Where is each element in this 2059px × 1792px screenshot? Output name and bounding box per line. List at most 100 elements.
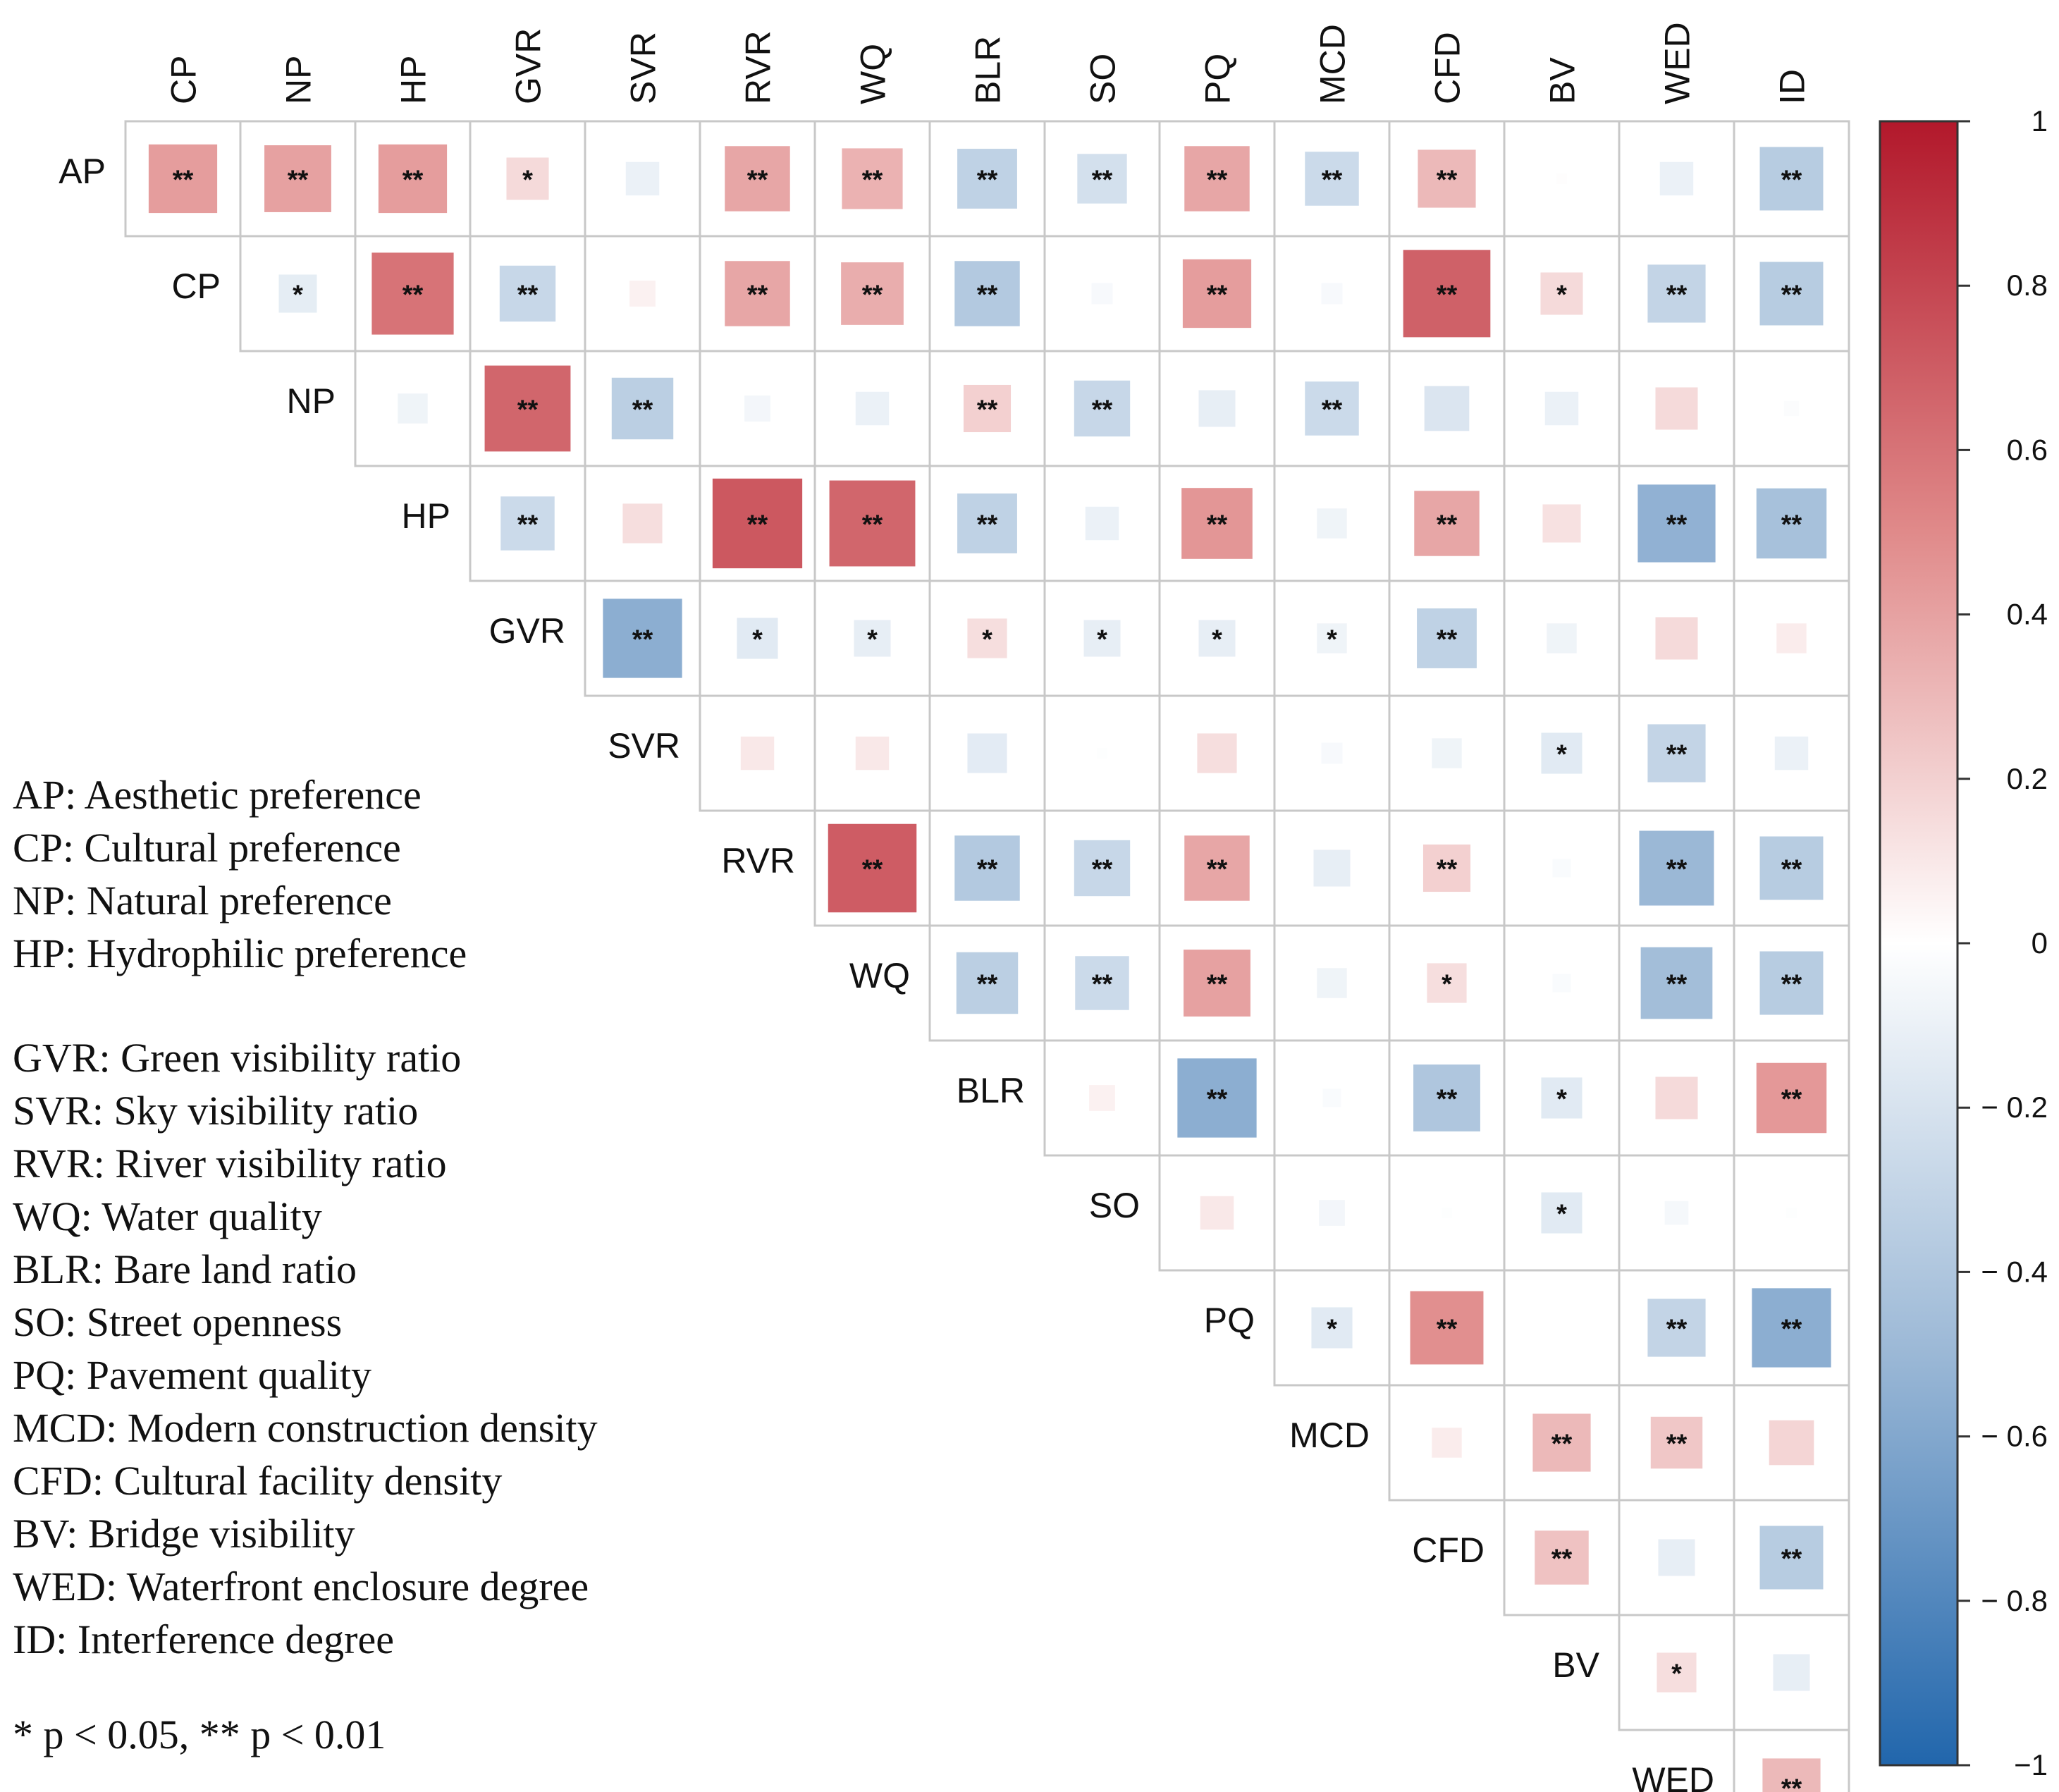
significance-mark: * xyxy=(1327,625,1337,655)
significance-mark: * xyxy=(293,281,303,310)
row-label-MCD: MCD xyxy=(1289,1416,1370,1455)
significance-mark: ** xyxy=(1207,1085,1228,1115)
heatmap-cell-RVR-CFD xyxy=(1422,844,1471,892)
heatmap-cell-GVR-ID xyxy=(1776,623,1807,653)
heatmap-cell-RVR-MCD xyxy=(1313,849,1351,887)
heatmap-cell-WQ-ID xyxy=(1759,951,1824,1015)
grid-cell xyxy=(1733,1729,1850,1792)
row-label-PQ: PQ xyxy=(1204,1301,1255,1340)
heatmap-cell-WQ-CFD xyxy=(1427,963,1467,1003)
significance-mark: ** xyxy=(1781,1774,1802,1792)
heatmap-cell-HP-GVR xyxy=(500,496,555,551)
cell-layer: ** ** ** * ** ** ** ** ** ** ** *** ** ** ** ** ** ** ** * *… xyxy=(148,144,1831,1792)
legend-entry: WQ: Water quality xyxy=(13,1193,322,1239)
heatmap-cell-NP-ID xyxy=(1783,400,1800,417)
heatmap-cell-SVR-SO xyxy=(1097,748,1107,759)
significance-mark: * xyxy=(1327,1315,1337,1344)
heatmap-cell-CP-SVR xyxy=(629,281,656,307)
heatmap-cell-AP-CFD xyxy=(1418,149,1476,208)
heatmap-cell-AP-PQ xyxy=(1184,146,1250,211)
significance-mark: ** xyxy=(1781,1315,1802,1344)
heatmap-cell-SVR-CFD xyxy=(1432,738,1462,768)
heatmap-cell-NP-HP xyxy=(398,393,428,424)
heatmap-cell-NP-SO xyxy=(1074,380,1131,437)
colorbar-tick-label: 0.6 xyxy=(2007,433,2048,466)
heatmap-cell-CFD-ID xyxy=(1759,1526,1824,1590)
significance-mark: ** xyxy=(173,166,194,195)
heatmap-cell-PQ-CFD xyxy=(1410,1291,1484,1365)
heatmap-cell-WQ-BV xyxy=(1552,974,1571,993)
heatmap-cell-WQ-BLR xyxy=(956,952,1019,1014)
legend-entry: RVR: River visibility ratio xyxy=(13,1141,447,1186)
column-label-SO: SO xyxy=(1083,54,1123,104)
heatmap-cell-HP-BV xyxy=(1542,504,1581,543)
heatmap-cell-HP-RVR xyxy=(712,478,803,569)
heatmap-cell-PQ-WED xyxy=(1647,1299,1706,1357)
significance-mark: ** xyxy=(1092,166,1113,195)
colorbar-gradient xyxy=(1879,120,1959,1767)
significance-mark: ** xyxy=(1666,1315,1688,1344)
heatmap-cell-GVR-PQ xyxy=(1198,620,1236,657)
significance-mark: * xyxy=(1556,740,1567,770)
legend-entry: BLR: Bare land ratio xyxy=(13,1246,357,1292)
heatmap-cell-NP-WED xyxy=(1655,387,1698,430)
colorbar: 1 0.8 0.6 0.4 0.2 0 − 0.2 − 0.4 − 0.6 − 0.8 −1 xyxy=(1879,104,2048,1781)
heatmap-cell-SO-WED xyxy=(1664,1201,1689,1225)
significance-mark: ** xyxy=(1781,970,1802,1000)
heatmap-cell-HP-WQ xyxy=(829,480,916,567)
heatmap-cell-HP-SVR xyxy=(622,503,663,544)
abbreviation-legend: AP: Aesthetic preference CP: Cultural pre… xyxy=(13,772,598,1757)
significance-mark: ** xyxy=(1437,855,1458,885)
heatmap-cell-NP-BLR xyxy=(963,384,1012,433)
significance-mark: * xyxy=(1556,281,1567,310)
heatmap-cell-NP-WQ xyxy=(855,391,890,426)
heatmap-cell-GVR-SVR xyxy=(603,599,682,678)
legend-entry: SVR: Sky visibility ratio xyxy=(13,1088,418,1134)
heatmap-cell-CP-ID xyxy=(1759,262,1824,326)
heatmap-cell-PQ-ID xyxy=(1752,1288,1831,1368)
significance-mark: ** xyxy=(862,166,883,195)
heatmap-cell-BV-WED xyxy=(1657,1652,1697,1693)
heatmap-cell-RVR-ID xyxy=(1759,836,1824,900)
heatmap-cell-BLR-ID xyxy=(1756,1062,1827,1134)
heatmap-cell-AP-SVR xyxy=(625,161,660,196)
row-label-NP: NP xyxy=(287,381,336,421)
significance-mark: * xyxy=(1097,625,1107,655)
row-label-HP: HP xyxy=(402,496,450,536)
heatmap-cell-CP-NP xyxy=(278,274,317,313)
heatmap-cell-SO-ID xyxy=(1786,1208,1797,1218)
heatmap-cell-BLR-BV xyxy=(1541,1077,1582,1119)
row-label-WQ: WQ xyxy=(849,956,910,995)
heatmap-cell-NP-GVR xyxy=(484,365,571,452)
row-label-AP: AP xyxy=(59,152,106,191)
heatmap-cell-CFD-BV xyxy=(1535,1530,1589,1585)
heatmap-cell-AP-GVR xyxy=(506,157,549,200)
heatmap-cell-WQ-SO xyxy=(1075,956,1129,1010)
heatmap-cell-SO-PQ xyxy=(1200,1196,1234,1230)
column-label-BV: BV xyxy=(1543,57,1582,104)
heatmap-cell-CFD-WED xyxy=(1658,1539,1695,1576)
heatmap-cell-CP-PQ xyxy=(1182,259,1252,329)
column-label-ID: ID xyxy=(1773,69,1812,104)
heatmap-cell-MCD-CFD xyxy=(1432,1428,1462,1458)
column-label-SVR: SVR xyxy=(624,32,663,104)
heatmap-cell-SVR-BLR xyxy=(967,733,1007,773)
significance-mark: ** xyxy=(747,510,768,540)
column-labels: CP NP HP GVR SVR RVR WQ BLR SO PQ MCD CFD BV WED ID xyxy=(164,22,1812,104)
heatmap-cell-SO-CFD xyxy=(1442,1208,1452,1218)
significance-mark: ** xyxy=(1666,970,1688,1000)
heatmap-cell-RVR-WQ xyxy=(828,823,917,913)
heatmap-cell-SVR-RVR xyxy=(740,736,775,771)
heatmap-cell-SVR-ID xyxy=(1774,736,1809,771)
significance-mark: * xyxy=(1556,1200,1567,1229)
heatmap-cell-AP-CP xyxy=(148,144,218,214)
heatmap-cell-HP-WED xyxy=(1637,484,1716,563)
heatmap-cell-PQ-MCD xyxy=(1311,1307,1353,1349)
legend-entry: BV: Bridge visibility xyxy=(13,1511,355,1557)
legend-entry: SO: Street openness xyxy=(13,1299,342,1345)
heatmap-cell-NP-RVR xyxy=(744,395,770,422)
significance-mark: ** xyxy=(288,166,309,195)
legend-entry: GVR: Green visibility ratio xyxy=(13,1035,461,1081)
heatmap-cell-AP-BV xyxy=(1556,173,1567,184)
